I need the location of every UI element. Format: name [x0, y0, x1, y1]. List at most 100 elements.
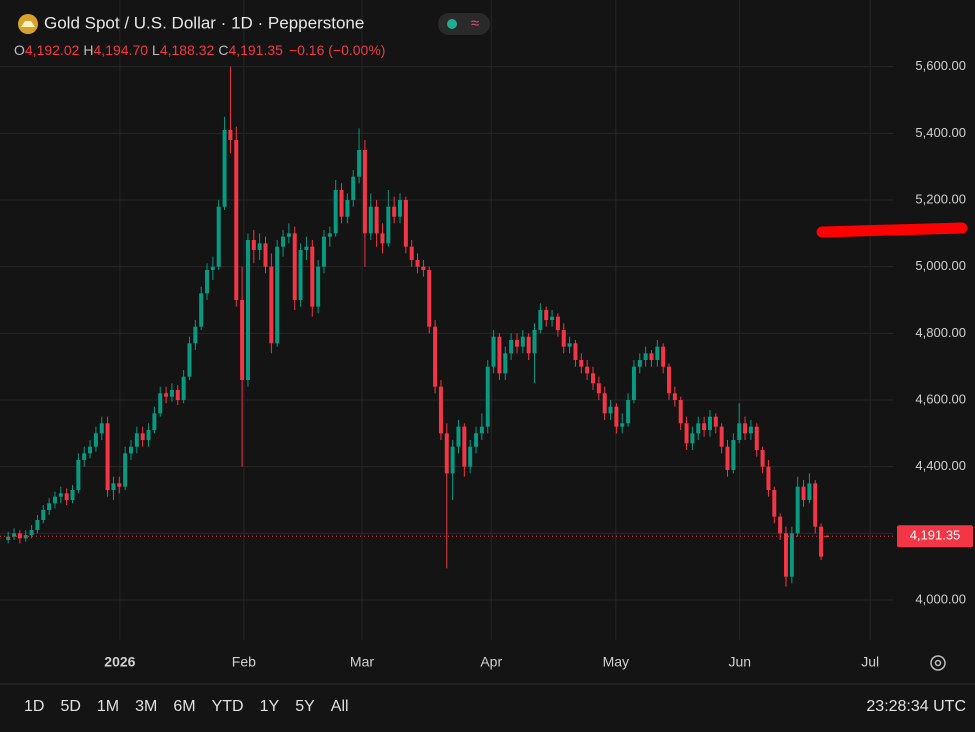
candle-body — [181, 376, 186, 400]
range-button[interactable]: 1Y — [260, 698, 280, 715]
candle-body — [468, 446, 473, 467]
candle-body — [667, 366, 672, 394]
range-button[interactable]: 3M — [135, 698, 157, 715]
candle-body — [655, 346, 660, 360]
candle-body — [485, 366, 490, 427]
candle-body — [398, 200, 403, 217]
candle-body — [251, 240, 256, 250]
candle-body — [544, 310, 549, 320]
y-tick-label: 5,400.00 — [915, 125, 966, 140]
candle-body — [631, 366, 636, 400]
candle-body — [590, 373, 595, 384]
candle-body — [269, 266, 274, 344]
candle-body — [772, 490, 777, 517]
candle-body — [415, 260, 420, 267]
toolbar: 1D 5D 1M 3M 6M YTD 1Y 5Y All — [24, 698, 349, 715]
candle-body — [795, 486, 800, 534]
candle-body — [596, 383, 601, 394]
candle-body — [725, 446, 730, 470]
candle-body — [444, 433, 449, 474]
candle-body — [678, 400, 683, 424]
candle-body — [585, 366, 590, 374]
candle-body — [210, 266, 215, 270]
candle-body — [690, 433, 695, 444]
candle-body — [579, 360, 584, 367]
candle-body — [608, 406, 613, 414]
candle-body — [76, 460, 81, 490]
candle-body — [169, 390, 174, 397]
candle-body — [245, 240, 250, 380]
candle-body — [339, 190, 344, 217]
candle-body — [263, 243, 268, 267]
candle-body — [649, 353, 654, 360]
x-tick-label: May — [603, 654, 629, 670]
clock: 23:28:34 UTC — [866, 698, 966, 715]
candle-body — [64, 493, 69, 500]
x-tick-label: Jul — [861, 654, 879, 670]
legend-value: 4,188.32 — [160, 42, 215, 58]
candle-body — [743, 423, 748, 434]
legend-change: −0.16 (−0.00%) — [289, 42, 386, 58]
candle-body — [707, 416, 712, 430]
candle-body — [573, 343, 578, 360]
candle-body — [105, 423, 110, 490]
candle-body — [555, 316, 560, 330]
candle-body — [614, 406, 619, 427]
candle-body — [637, 360, 642, 367]
candle-body — [748, 426, 753, 434]
candle-body — [819, 526, 824, 557]
candle-body — [333, 190, 338, 234]
candle-body — [561, 330, 566, 347]
legend-key: L — [152, 42, 160, 58]
candle-body — [35, 520, 40, 530]
range-button[interactable]: 5D — [60, 698, 80, 715]
candle-body — [164, 393, 169, 397]
settings-icon — [930, 655, 946, 671]
candle-body — [824, 535, 829, 537]
candle-body — [117, 483, 122, 487]
candle-body — [456, 426, 461, 447]
legend-value: 4,194.70 — [94, 42, 149, 58]
candle-body — [362, 150, 367, 234]
candle-body — [719, 426, 724, 447]
status-badge[interactable] — [438, 13, 490, 35]
range-button[interactable]: 6M — [173, 698, 195, 715]
y-tick-label: 5,000.00 — [915, 258, 966, 273]
settings-button[interactable] — [930, 655, 946, 671]
range-button[interactable]: 1D — [24, 698, 44, 715]
candle-body — [433, 326, 438, 387]
candle-body — [392, 206, 397, 217]
candle-body — [82, 453, 87, 460]
y-tick-label: 4,600.00 — [915, 391, 966, 406]
candle-body — [479, 426, 484, 434]
candle-body — [509, 340, 514, 354]
candle-body — [6, 536, 11, 540]
candle-body — [228, 130, 233, 140]
candle-body — [760, 450, 765, 467]
candle-body — [152, 413, 157, 430]
candle-body — [380, 233, 385, 244]
x-tick-label: Jun — [728, 654, 751, 670]
candle-body — [737, 423, 742, 440]
candle-body — [193, 326, 198, 344]
range-button[interactable]: 1M — [97, 698, 119, 715]
candle-body — [520, 336, 525, 347]
candle-body — [281, 236, 286, 247]
candle-body — [438, 386, 443, 434]
plot: 4,191.35 — [0, 66, 973, 587]
candle-body — [216, 206, 221, 267]
candle-body — [292, 233, 297, 300]
candle-body — [801, 486, 806, 500]
legend-key: H — [83, 42, 93, 58]
range-button[interactable]: 5Y — [295, 698, 315, 715]
candle-body — [146, 430, 151, 440]
candle-body — [29, 530, 34, 535]
candle-body — [503, 353, 508, 374]
candle-body — [643, 353, 648, 360]
candle-body — [205, 270, 210, 294]
candle-body — [310, 246, 315, 307]
y-tick-label: 5,200.00 — [915, 191, 966, 206]
range-button[interactable]: YTD — [212, 698, 244, 715]
range-button[interactable]: All — [331, 698, 349, 715]
